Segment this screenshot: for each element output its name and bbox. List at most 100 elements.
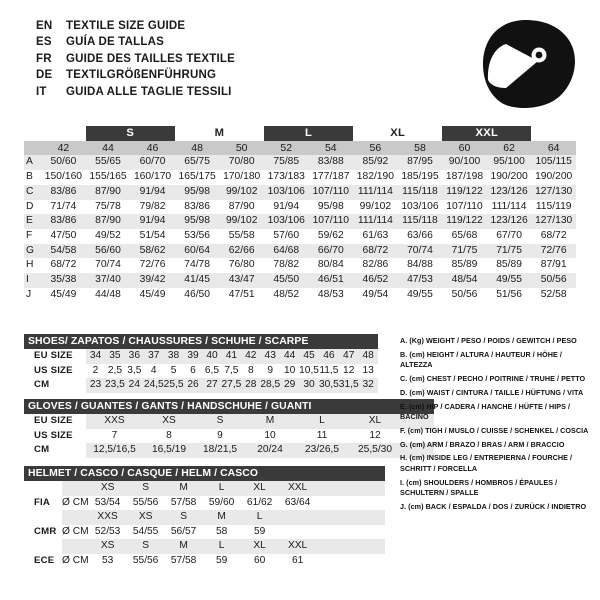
size-cell: 20/24	[245, 443, 295, 458]
measure-cell: 39/42	[130, 273, 175, 288]
size-cell: 2,5	[105, 363, 125, 379]
row-label-f: F	[24, 228, 42, 244]
helmet-unit-spacer	[62, 481, 89, 496]
measure-cell: 70/74	[85, 258, 131, 274]
helmet-measure-cell: 59	[202, 553, 241, 569]
helmet-measure-cell: 56/57	[164, 524, 203, 540]
empty-cell	[354, 510, 385, 525]
size-band-XXL: XXL	[442, 126, 532, 141]
empty-cell	[278, 524, 317, 540]
size-cell: 47	[338, 349, 359, 364]
main-size-table: S M L XL XXL 42 44 46 48 50 52 54 56 58 60 62 64 A 50/60 55…	[24, 126, 576, 303]
measure-cell: 55/58	[219, 228, 264, 244]
helmet-size-cell: M	[164, 539, 203, 554]
measure-cell: 56/60	[85, 243, 131, 259]
size-number-cell: 60	[442, 140, 487, 156]
title-row-es: ES GUÍA DE TALLAS	[36, 36, 235, 52]
section-header: SHOES/ ZAPATOS / CHAUSSURES / SCHUHE / S…	[24, 334, 378, 349]
size-cell: 11,5	[318, 363, 339, 379]
helmet-measure-cell: 63/64	[278, 495, 317, 511]
measure-cell: 123/126	[486, 184, 532, 200]
size-cell: 25,5	[163, 378, 184, 393]
size-cell: 41	[221, 349, 242, 364]
row-label-e: E	[24, 214, 42, 229]
legend-item-continuation: SCHULTERN / SPALLE	[400, 488, 479, 497]
size-cell: 29	[280, 378, 300, 393]
helmet-value-row: CMR Ø CM 52/53 54/55 56/57 58 59	[24, 524, 385, 540]
row-label: EU SIZE	[24, 414, 86, 429]
size-cell: 10,5	[299, 363, 319, 379]
empty-cell	[316, 553, 355, 569]
table-row: E 83/86 87/90 91/94 95/98 99/102 103/106 107/11…	[24, 214, 576, 229]
empty-cell	[401, 414, 434, 429]
size-number-cell: 58	[397, 140, 443, 156]
measure-cell: 46/51	[308, 273, 354, 288]
shoes-table: SHOES/ ZAPATOS / CHAUSSURES / SCHUHE / S…	[24, 334, 378, 393]
title-text: GUIDA ALLE TAGLIE TESSILI	[66, 85, 232, 98]
measure-cell: 71/75	[486, 243, 532, 259]
measure-cell: 173/183	[263, 170, 309, 185]
helmet-size-cell: XXL	[278, 539, 317, 554]
measure-cell: 51/54	[130, 228, 175, 244]
size-cell: 25,5/30	[349, 443, 401, 458]
size-cell: 27	[202, 378, 222, 393]
measure-cell: 99/102	[219, 184, 264, 200]
helmet-section: HELMET / CASCO / CASQUE / HELM / CASCO XS…	[24, 466, 385, 569]
helmet-size-cell: XXL	[278, 481, 317, 496]
measure-cell: 82/86	[353, 258, 398, 274]
size-cell: 35	[105, 349, 125, 364]
measure-cell: 85/92	[353, 155, 398, 171]
title-text: TEXTILE SIZE GUIDE	[66, 20, 186, 32]
measure-cell: 51/56	[486, 287, 532, 303]
measure-cell: 115/118	[397, 184, 443, 200]
helmet-size-cell: M	[202, 510, 241, 525]
measure-cell: 37/40	[85, 273, 131, 288]
measure-cell: 68/72	[353, 243, 398, 259]
title-lang-code: DE	[36, 69, 53, 82]
measure-cell: 45/49	[41, 287, 86, 303]
helmet-size-cell: S	[126, 539, 165, 554]
table-row: EU SIZE XXS XS S M L XL	[24, 414, 434, 429]
size-cell: 39	[183, 349, 203, 364]
empty-cell	[401, 443, 434, 458]
size-cell: 8	[241, 363, 261, 379]
row-label: CM	[24, 443, 86, 458]
measure-cell: 107/110	[442, 199, 487, 215]
helmet-measure-cell: 61/62	[240, 495, 279, 511]
measure-cell: 83/88	[308, 155, 354, 171]
size-cell: 9	[195, 428, 245, 444]
measure-cell: 61/63	[353, 228, 398, 244]
measure-cell: 170/180	[219, 170, 264, 185]
measure-cell: 83/86	[41, 214, 86, 229]
title-text: GUÍA DE TALLAS	[66, 36, 164, 49]
helmet-measure-cell: 57/58	[164, 495, 203, 511]
helmet-size-cell: L	[240, 510, 279, 525]
measure-cell: 95/98	[308, 199, 354, 215]
section-header-row: GLOVES / GUANTES / GANTS / HANDSCHUHE / …	[24, 399, 434, 414]
measure-cell: 47/51	[219, 287, 264, 303]
measure-cell: 95/100	[486, 155, 532, 171]
empty-cell	[354, 524, 385, 540]
measure-cell: 59/62	[308, 228, 354, 244]
size-number-row: 42 44 46 48 50 52 54 56 58 60 62 64	[24, 140, 576, 156]
row-label-c: C	[24, 184, 42, 200]
row-label-i: I	[24, 273, 42, 288]
helmet-table: HELMET / CASCO / CASQUE / HELM / CASCO XS…	[24, 466, 385, 569]
title-lang-code: EN	[36, 20, 53, 32]
measure-cell: 150/160	[41, 170, 86, 185]
measure-cell: 103/106	[263, 184, 309, 200]
size-band-L: L	[263, 126, 354, 141]
table-row: D 71/74 75/78 79/82 83/86 87/90 91/94 95/98 99/1…	[24, 199, 576, 215]
measure-cell: 60/70	[130, 155, 175, 171]
size-cell: 27,5	[221, 378, 242, 393]
size-number-cell: 56	[353, 140, 398, 156]
measure-cell: 50/60	[41, 155, 86, 171]
table-row: CM 12,5/16,5 16,5/19 18/21,5 20/24 23/26,5 25,…	[24, 443, 434, 458]
measure-cell: 60/64	[174, 243, 220, 259]
size-band-blank	[41, 126, 86, 141]
measure-cell: 107/110	[308, 184, 354, 200]
size-cell: 12	[349, 428, 401, 444]
measure-cell: 111/114	[353, 214, 398, 229]
measure-cell: 95/98	[174, 214, 220, 229]
measure-cell: 65/68	[442, 228, 487, 244]
